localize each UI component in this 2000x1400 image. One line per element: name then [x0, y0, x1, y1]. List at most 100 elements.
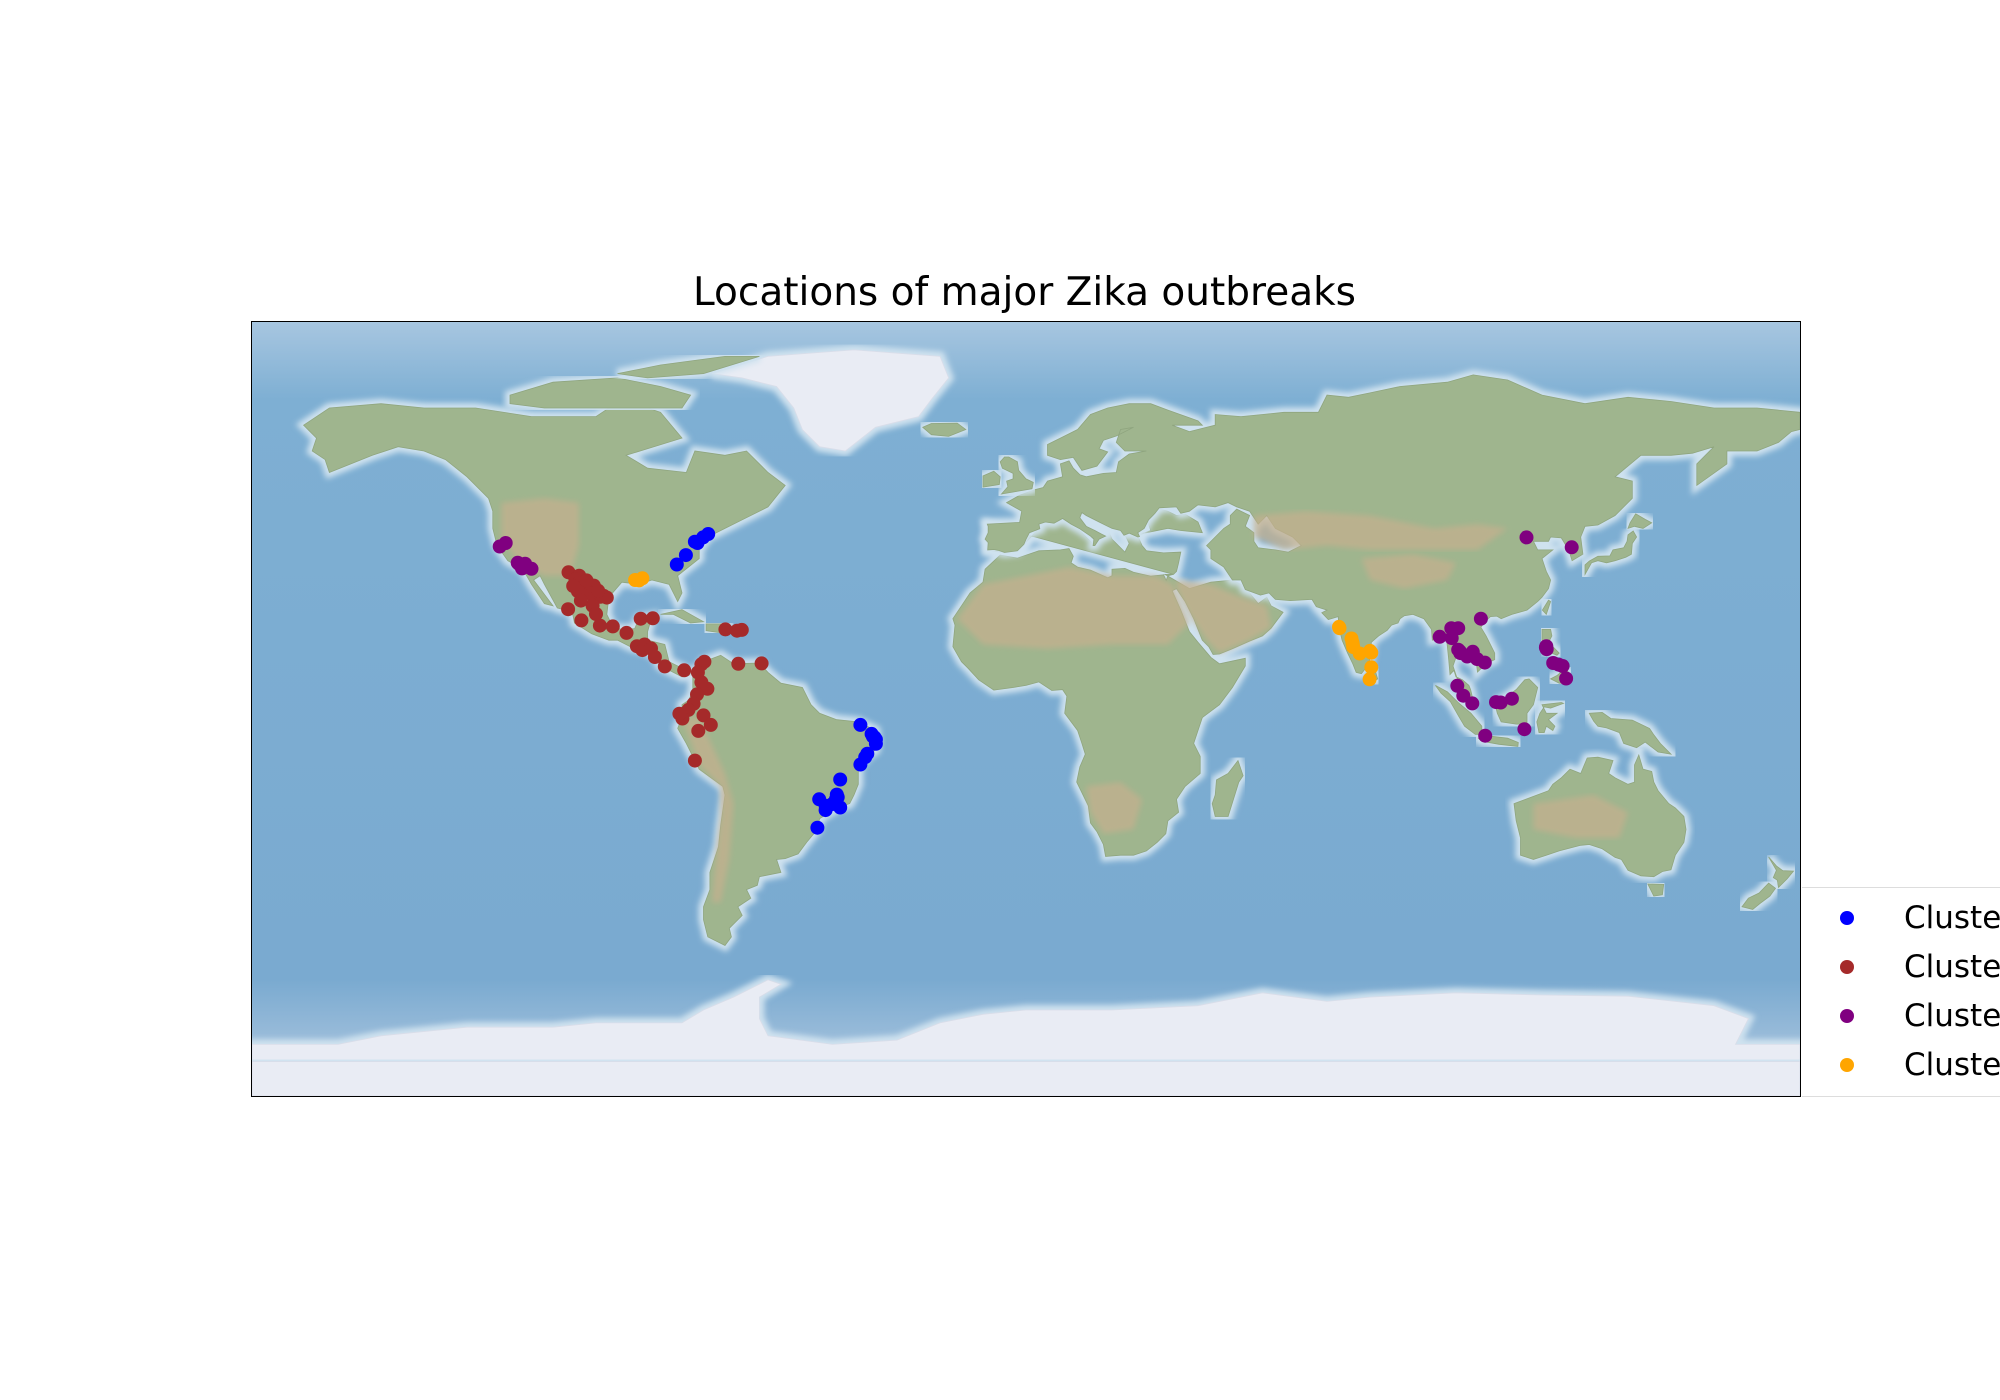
new-guinea [1588, 711, 1673, 755]
outbreak-point [1432, 629, 1447, 644]
outbreak-point [1465, 644, 1480, 659]
taiwan [1541, 599, 1552, 616]
outbreak-point [703, 717, 718, 732]
series-cluster-3 [492, 530, 1579, 743]
chart-title: Locations of major Zika outbreaks [692, 270, 1357, 315]
outbreak-point [592, 618, 607, 633]
outbreak-point [1477, 655, 1492, 670]
outbreak-point [687, 753, 702, 768]
outbreak-point [865, 729, 880, 744]
outbreak-point [734, 622, 749, 637]
british-isles [999, 456, 1034, 495]
outbreak-point [701, 527, 716, 541]
outbreak-point [1450, 678, 1465, 693]
legend-label: Cluster 3 [1904, 998, 2000, 1034]
outbreak-point [696, 708, 711, 723]
outbreak-point [1444, 631, 1459, 646]
legend-label: Cluster 1 [1904, 900, 2000, 936]
outbreak-point [1451, 621, 1466, 636]
arabia-arid [1176, 580, 1272, 654]
legend-item: Cluster 1 [1802, 898, 2000, 938]
sahara-arid [957, 567, 1190, 649]
outbreak-point [678, 548, 693, 563]
outbreak-point [574, 613, 589, 628]
tasmania [1647, 883, 1665, 897]
aus-desert-arid [1533, 795, 1628, 838]
new-zealand-n [1768, 856, 1795, 889]
outbreak-point [498, 536, 513, 550]
outbreak-point [1465, 696, 1480, 711]
outbreak-point [818, 798, 833, 813]
central-asia-arid [1253, 511, 1508, 550]
world-map [251, 321, 1801, 1097]
antarctica-base [252, 1061, 1800, 1096]
outbreak-point [810, 820, 825, 835]
hokkaido [1627, 513, 1653, 530]
antarctica [252, 979, 1800, 1071]
legend-marker [1840, 911, 1854, 925]
outbreak-point [1473, 611, 1488, 626]
legend: Cluster 1 Cluster 2 Cluster 3 Cluster 4 [1802, 887, 2000, 1097]
outbreak-point [672, 706, 687, 721]
outbreak-point [561, 602, 576, 617]
outbreak-point [591, 583, 606, 598]
outbreak-point [1564, 540, 1579, 555]
outbreak-point [1478, 728, 1493, 743]
outbreak-point [633, 611, 648, 626]
ireland [982, 470, 1001, 488]
ellesmere [617, 356, 760, 379]
outbreak-points [492, 527, 1579, 835]
outbreak-point [573, 593, 588, 608]
madagascar [1211, 759, 1244, 817]
outbreak-point [647, 650, 662, 664]
legend-label: Cluster 4 [1904, 1047, 2000, 1083]
outbreak-point [566, 579, 581, 593]
outbreak-point [1559, 671, 1574, 686]
outbreak-point [657, 659, 672, 674]
outbreak-point [1539, 642, 1554, 657]
outbreak-point [579, 573, 594, 588]
outbreak-point [619, 625, 634, 640]
landmasses [252, 344, 1800, 1096]
outbreak-point [833, 772, 848, 787]
outbreak-point [669, 557, 684, 572]
map-canvas [252, 322, 1800, 1096]
outbreak-point [697, 654, 712, 669]
new-zealand-s [1741, 882, 1777, 910]
outbreak-point [1519, 530, 1534, 545]
outbreak-point [858, 750, 873, 765]
iceland [922, 422, 967, 437]
sulawesi [1536, 702, 1565, 733]
outbreak-point [1362, 672, 1377, 687]
legend-label: Cluster 2 [1904, 949, 2000, 985]
outbreak-point [512, 557, 526, 572]
tibet-arid [1361, 554, 1456, 589]
outbreak-point [605, 619, 620, 634]
outbreak-point [677, 663, 692, 678]
outbreak-point [589, 607, 603, 621]
outbreak-point [1504, 691, 1519, 706]
outbreak-point [1517, 722, 1532, 737]
outbreak-point [754, 656, 769, 671]
outbreak-point [1332, 621, 1347, 636]
outbreak-point [1363, 643, 1377, 658]
legend-marker [1840, 960, 1854, 974]
kalahari-arid [1086, 782, 1143, 834]
arctic-islands [509, 377, 692, 409]
cuba [660, 609, 705, 624]
greenland [711, 349, 950, 452]
series-cluster-2 [561, 565, 769, 768]
outbreak-point [1493, 695, 1508, 710]
series-cluster-1 [669, 527, 883, 835]
legend-item: Cluster 2 [1802, 947, 2000, 987]
outbreak-point [1551, 657, 1566, 672]
outbreak-point [524, 561, 539, 576]
outbreak-point [700, 681, 715, 696]
legend-marker [1840, 1058, 1854, 1072]
outbreak-point [691, 723, 706, 738]
legend-marker [1840, 1009, 1854, 1023]
us-west-arid [501, 498, 579, 576]
outbreak-point [853, 717, 868, 732]
legend-item: Cluster 3 [1802, 996, 2000, 1036]
outbreak-point [635, 571, 650, 586]
